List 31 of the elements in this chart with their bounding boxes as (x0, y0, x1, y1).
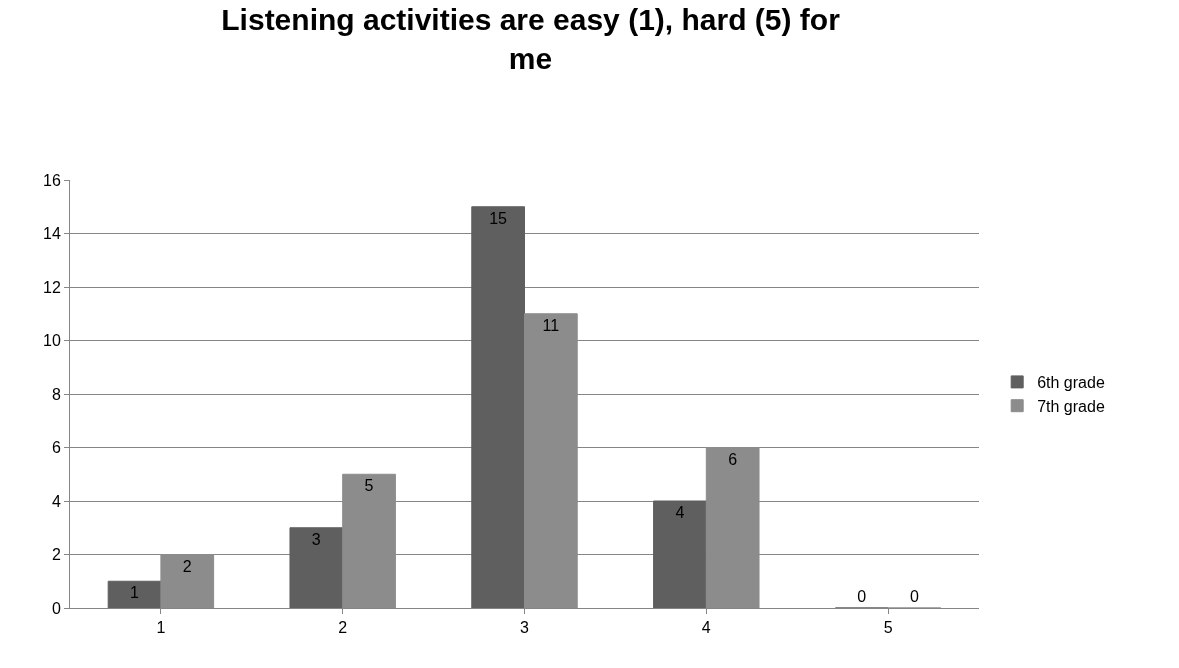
y-tick-label: 0 (51, 599, 61, 617)
y-tick-label: 12 (43, 278, 61, 296)
legend-label: 7th grade (1037, 397, 1105, 415)
bar (471, 206, 525, 608)
data-label: 15 (489, 209, 508, 227)
legend-label: 6th grade (1037, 374, 1105, 392)
bar (653, 500, 707, 608)
x-tick-label: 5 (883, 619, 893, 637)
data-label: 3 (311, 530, 321, 548)
data-label: 1 (130, 584, 140, 602)
y-tick-label: 6 (51, 439, 61, 457)
y-tick-label: 10 (43, 332, 61, 350)
x-tick-label: 2 (338, 619, 348, 637)
data-label: 0 (909, 588, 919, 605)
data-label: 0 (857, 588, 867, 605)
x-tick-label: 1 (156, 619, 166, 637)
data-label: 11 (542, 316, 560, 334)
chart-title: Listening activities are easy (1), hard (5) for me (221, 3, 841, 76)
data-label: 6 (728, 450, 738, 468)
y-tick-label: 4 (51, 492, 61, 510)
data-label: 5 (364, 477, 374, 495)
data-label: 2 (182, 557, 192, 575)
y-tick-label: 16 (43, 171, 61, 189)
bar (107, 580, 162, 608)
data-label: 4 (675, 504, 685, 521)
x-tick-label: 3 (520, 619, 530, 637)
y-tick-label: 2 (51, 546, 61, 564)
y-tick-label: 8 (51, 385, 61, 403)
y-tick-label: 14 (43, 225, 61, 243)
x-tick-label: 4 (701, 619, 711, 637)
bar (289, 527, 344, 608)
